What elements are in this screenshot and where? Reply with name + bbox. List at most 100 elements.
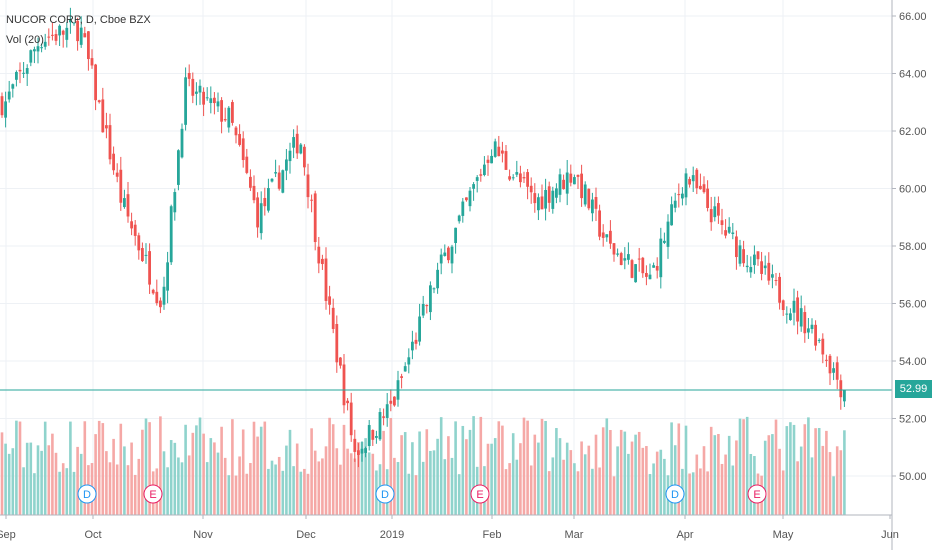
candle-body (267, 188, 270, 211)
volume-bar (738, 418, 742, 515)
volume-bar (774, 419, 778, 515)
candle (54, 29, 58, 46)
volume-bar (540, 418, 544, 515)
candle-body (281, 170, 285, 193)
candle-body (648, 274, 652, 280)
candle (641, 256, 645, 278)
candle (796, 290, 799, 335)
volume-bar (144, 418, 148, 515)
candle (504, 145, 508, 170)
candle (270, 178, 274, 183)
volume-bar (583, 454, 587, 515)
candle-body (619, 253, 623, 265)
candle-body (749, 266, 753, 273)
candle (360, 441, 364, 462)
candle (303, 144, 306, 176)
y-tick-label: 58.00 (899, 241, 927, 253)
volume-bar (508, 463, 511, 515)
candle-body (803, 312, 807, 334)
volume-bar (115, 464, 119, 515)
candle (421, 295, 425, 319)
candle-body (713, 206, 717, 218)
candle (511, 174, 515, 181)
volume-bar (259, 426, 263, 515)
candle-body (227, 107, 231, 128)
candle (529, 177, 533, 204)
candle-body (36, 46, 40, 52)
volume-bar (742, 419, 745, 515)
candle (490, 149, 493, 164)
candle-body (414, 339, 418, 344)
candle (461, 197, 465, 223)
candle (328, 285, 331, 315)
candle-body (69, 19, 72, 23)
dividend-marker[interactable]: D (77, 484, 97, 504)
candle-body (47, 36, 51, 38)
candle-body (483, 164, 486, 176)
candle (843, 390, 846, 407)
candle (216, 92, 220, 112)
earnings-marker[interactable]: E (747, 484, 767, 504)
candle-body (594, 197, 598, 209)
candle (299, 142, 303, 155)
volume-bar (465, 439, 468, 515)
candle-body (270, 178, 274, 182)
volume-bar (706, 471, 709, 515)
candle (659, 227, 663, 289)
candle (645, 265, 648, 286)
candle (43, 33, 47, 50)
earnings-marker[interactable]: E (143, 484, 163, 504)
candle (817, 338, 821, 344)
volume-bar (292, 466, 295, 515)
candle (357, 443, 360, 468)
volume-indicator-label: Vol (20) (6, 34, 44, 46)
volume-bar (763, 440, 767, 515)
dividend-marker[interactable]: D (665, 484, 685, 504)
candle (551, 186, 555, 214)
y-tick-label: 54.00 (899, 356, 927, 368)
volume-bar (839, 450, 843, 515)
candle-body (223, 119, 227, 121)
candle (789, 308, 792, 321)
volume-bar (22, 467, 25, 515)
candle (756, 251, 760, 266)
candle (436, 262, 439, 294)
candle-body (432, 288, 436, 290)
volume-bar (691, 472, 695, 515)
candle (364, 446, 367, 458)
dividend-marker[interactable]: D (375, 484, 395, 504)
candle-body (378, 412, 382, 440)
candle (814, 320, 817, 351)
candle (400, 373, 403, 389)
candle-body (742, 249, 745, 264)
earnings-marker[interactable]: E (470, 484, 490, 504)
candle-body (709, 209, 713, 223)
volume-bar (0, 432, 4, 515)
candle-body (58, 25, 61, 36)
candle (681, 187, 684, 206)
volume-bar (166, 467, 169, 515)
candle-body (108, 125, 112, 160)
candle (40, 43, 43, 53)
candle (112, 146, 115, 175)
volume-bar (25, 442, 29, 515)
candle-body (0, 96, 4, 116)
candle-body (645, 272, 648, 277)
candle-body (475, 177, 479, 181)
candle (220, 97, 223, 134)
volume-bar (745, 416, 749, 515)
candle (655, 257, 659, 279)
volume-bar (396, 462, 400, 515)
candle (699, 173, 702, 190)
candle (411, 330, 414, 360)
volume-bar (450, 457, 454, 515)
volume-bar (43, 421, 47, 515)
candle-body (756, 251, 760, 260)
volume-bar (544, 421, 547, 515)
candle-body (745, 265, 749, 268)
candle (371, 429, 375, 446)
candle-body (195, 91, 198, 94)
candle (623, 247, 627, 270)
